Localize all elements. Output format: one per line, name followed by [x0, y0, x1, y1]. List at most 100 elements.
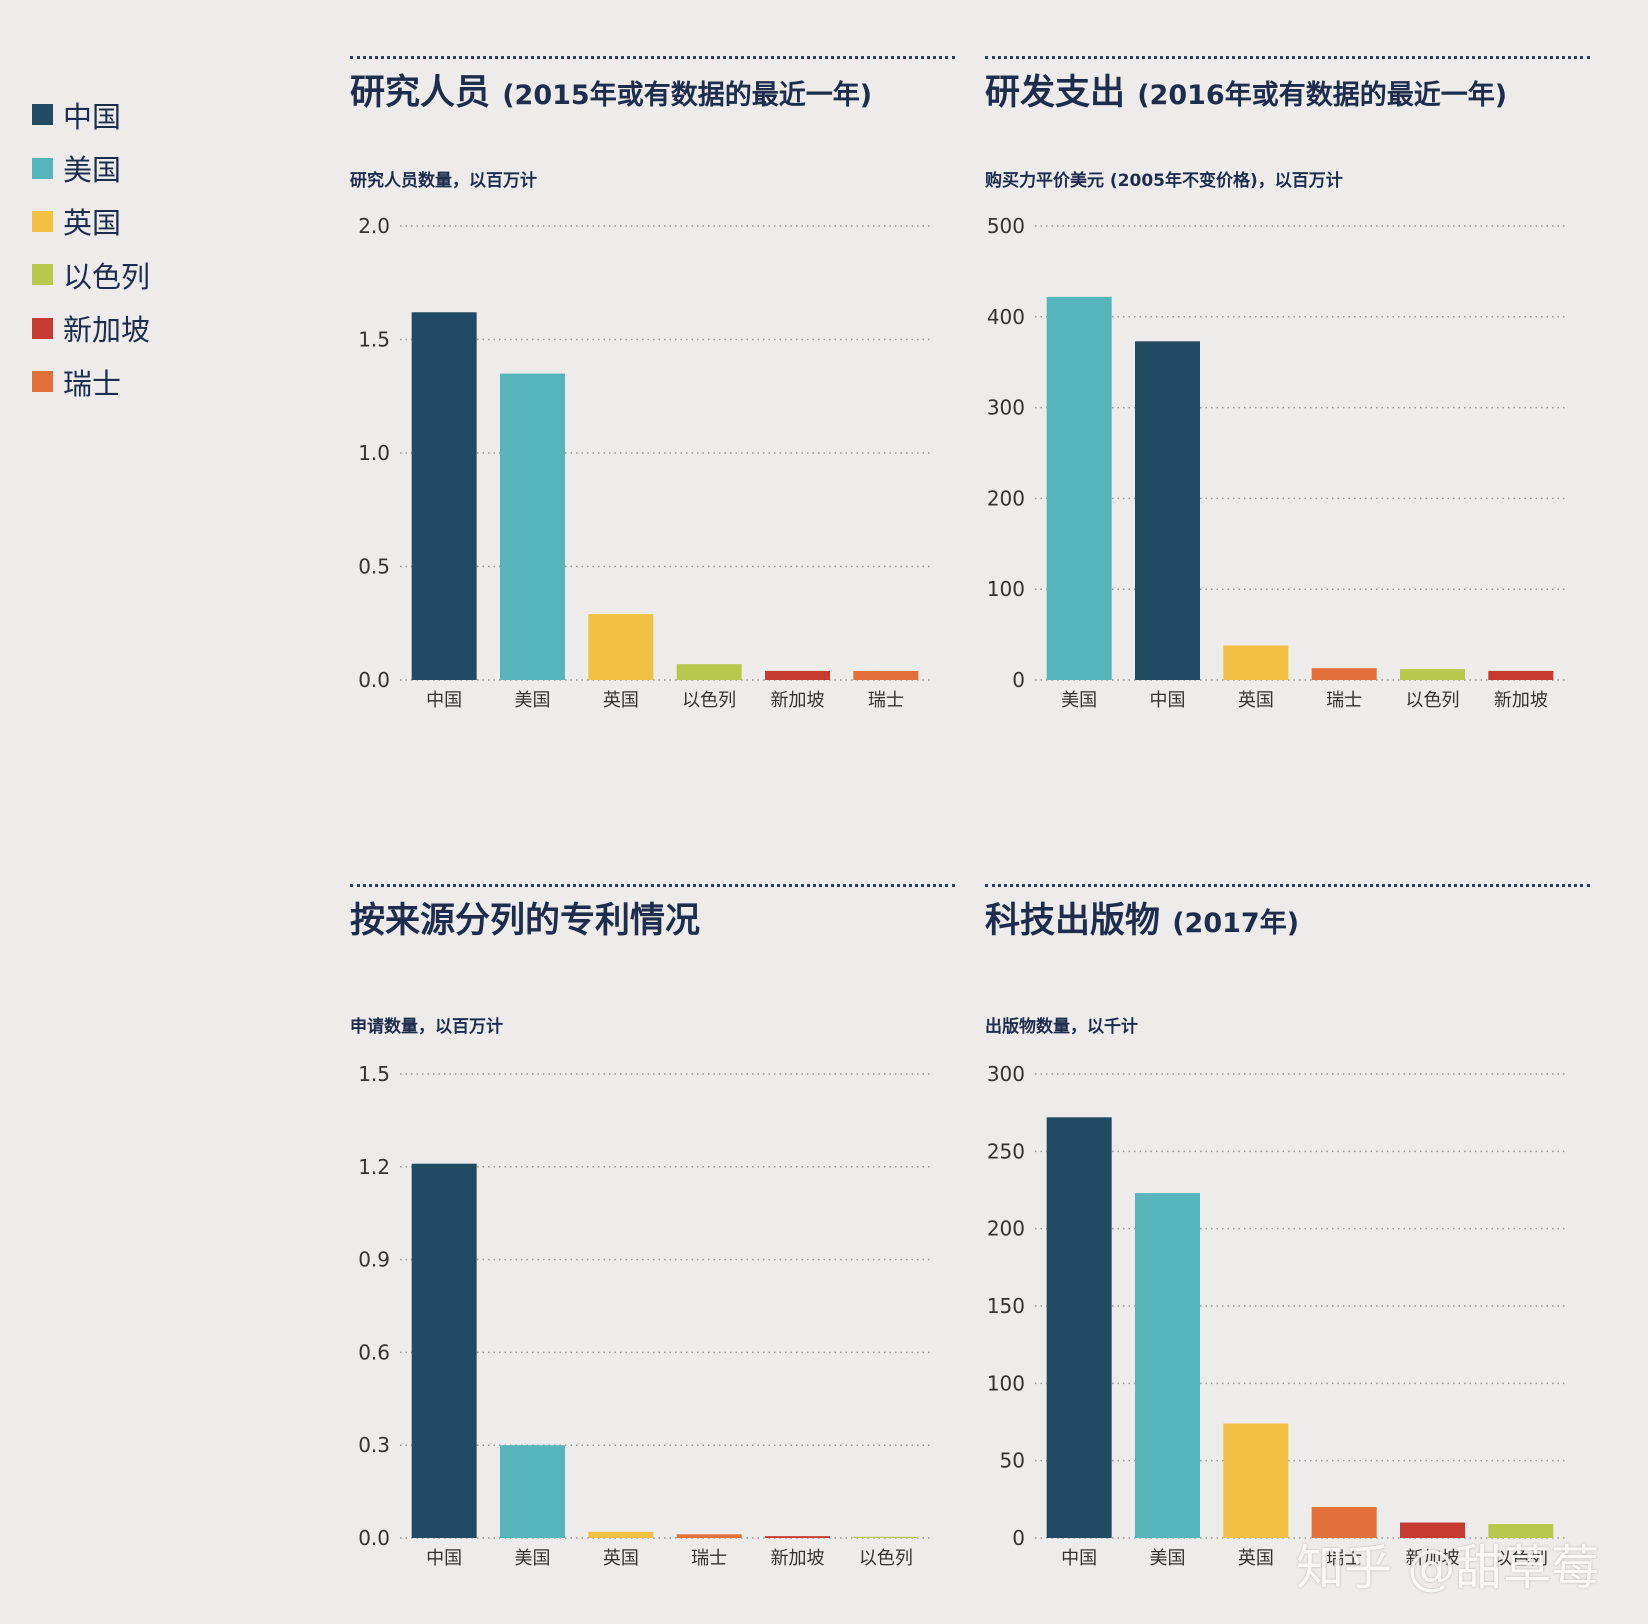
x-tick-label: 以色列 — [1406, 690, 1460, 711]
x-tick-label: 英国 — [1238, 1548, 1274, 1569]
bar-chart-patents: 0.0 0.3 0.6 0.9 1.2 1.5 中国 美国 英国 瑞士 新加坡 以色列 — [358, 1062, 930, 1569]
x-tick-label: 以色列 — [682, 690, 736, 711]
x-tick-label: 以色列 — [859, 1548, 913, 1569]
x-tick-label: 新加坡 — [771, 1548, 825, 1569]
y-tick-label: 100 — [987, 1371, 1025, 1395]
y-axis-label: 申请数量，以百万计 — [350, 1017, 503, 1037]
y-tick-label: 0.9 — [358, 1248, 390, 1272]
x-tick-label: 英国 — [603, 690, 639, 711]
bar — [1135, 341, 1200, 680]
y-tick-label: 0 — [1012, 668, 1025, 692]
bar-chart-rd-expenditure: 0 100 200 300 400 500 美国 中国 英国 瑞士 以色列 新加坡 — [987, 214, 1565, 711]
legend-swatch — [32, 157, 53, 179]
legend-swatch — [32, 264, 53, 286]
y-tick-label: 2.0 — [358, 214, 390, 238]
chart-title-paren: (2015年或有数据的最近一年) — [502, 80, 873, 111]
legend-label: 新加坡 — [63, 313, 151, 348]
bar — [500, 1445, 565, 1538]
y-axis-label: 购买力平价美元 (2005年不变价格)，以百万计 — [985, 171, 1343, 191]
y-tick-label: 200 — [987, 1217, 1025, 1241]
chart-title-main: 研究人员 — [350, 73, 491, 113]
x-tick-label: 美国 — [1061, 690, 1097, 711]
x-tick-label: 瑞士 — [1326, 1548, 1362, 1569]
y-tick-label: 150 — [987, 1294, 1025, 1318]
y-tick-label: 0.6 — [358, 1340, 390, 1364]
y-tick-label: 1.2 — [358, 1155, 390, 1179]
panel-researchers: 研究人员 (2015年或有数据的最近一年) 研究人员数量，以百万计 0.0 0.5… — [350, 56, 955, 726]
x-tick-label: 美国 — [1150, 1548, 1186, 1569]
legend-swatch — [32, 104, 53, 126]
legend-swatch — [32, 210, 53, 232]
bar — [411, 312, 477, 680]
x-tick-label: 中国 — [1061, 1548, 1097, 1569]
chart-title-main: 科技出版物 — [985, 901, 1161, 941]
chart-title: 研发支出 (2016年或有数据的最近一年) — [985, 69, 1590, 120]
legend-item-israel: 以色列 — [32, 248, 150, 301]
x-tick-label: 美国 — [515, 1548, 551, 1569]
y-tick-label: 250 — [987, 1139, 1025, 1163]
legend-swatch — [32, 371, 53, 393]
bar — [1311, 668, 1377, 680]
bar — [1488, 670, 1554, 680]
bar — [1311, 1507, 1377, 1538]
legend-item-singapore: 新加坡 — [32, 302, 150, 355]
bar — [853, 1536, 919, 1538]
x-tick-label: 瑞士 — [691, 1548, 727, 1569]
panel-publications: 科技出版物 (2017年) 出版物数量，以千计 0 50 100 150 200 250 3… — [985, 884, 1590, 1584]
x-tick-label: 中国 — [426, 690, 462, 711]
y-tick-label: 500 — [987, 214, 1025, 238]
panel-rd-expenditure: 研发支出 (2016年或有数据的最近一年) 购买力平价美元 (2005年不变价格… — [985, 56, 1590, 726]
chart-title-paren: (2017年) — [1172, 908, 1300, 939]
bar — [1046, 1117, 1112, 1538]
bar — [1488, 1524, 1554, 1538]
y-tick-label: 1.5 — [358, 328, 390, 352]
legend-label: 瑞士 — [63, 366, 122, 401]
y-tick-label: 0.5 — [358, 555, 390, 579]
x-tick-label: 中国 — [1150, 690, 1186, 711]
bar-chart-researchers: 0.0 0.5 1.0 1.5 2.0 中国 美国 英国 以色列 新加坡 瑞士 — [358, 214, 930, 711]
legend-label: 以色列 — [63, 259, 151, 294]
legend-item-china: 中国 — [32, 88, 150, 141]
y-tick-label: 1.0 — [358, 441, 390, 465]
bar — [1046, 296, 1112, 680]
x-tick-label: 新加坡 — [1494, 690, 1548, 711]
bar — [588, 1531, 654, 1538]
bar — [1400, 1522, 1465, 1538]
bar — [411, 1163, 477, 1538]
legend-label: 中国 — [63, 99, 122, 134]
y-tick-label: 0.0 — [358, 1526, 390, 1550]
x-tick-label: 瑞士 — [1326, 690, 1362, 711]
bar — [765, 670, 830, 680]
bar — [1223, 1423, 1289, 1538]
y-axis-label: 出版物数量，以千计 — [985, 1017, 1138, 1037]
chart-title: 科技出版物 (2017年) — [985, 897, 1590, 948]
watermark: 知乎 @甜草莓 — [1296, 1540, 1600, 1596]
panel-divider — [985, 56, 1590, 59]
chart-title-main: 按来源分列的专利情况 — [350, 901, 701, 941]
y-tick-label: 50 — [1000, 1449, 1025, 1473]
panel-divider — [985, 884, 1590, 887]
panel-patents: 按来源分列的专利情况 申请数量，以百万计 0.0 0.3 0.6 0.9 1.2 1.5 中… — [350, 884, 955, 1584]
x-tick-label: 英国 — [603, 1548, 639, 1569]
bar — [676, 1534, 742, 1538]
chart-title-paren: (2016年或有数据的最近一年) — [1137, 80, 1508, 111]
bar — [588, 614, 654, 680]
x-tick-label: 美国 — [515, 690, 551, 711]
legend-item-switzerland: 瑞士 — [32, 355, 150, 408]
y-axis-label: 研究人员数量，以百万计 — [350, 171, 537, 191]
x-tick-label: 英国 — [1238, 690, 1274, 711]
chart-title: 按来源分列的专利情况 — [350, 897, 955, 948]
bar — [765, 1536, 830, 1538]
legend-swatch — [32, 317, 53, 339]
y-tick-label: 300 — [987, 396, 1025, 420]
x-tick-label: 新加坡 — [1406, 1548, 1460, 1569]
y-tick-label: 0.0 — [358, 668, 390, 692]
legend-item-usa: 美国 — [32, 141, 150, 194]
legend-label: 英国 — [63, 206, 122, 241]
y-tick-label: 0.3 — [358, 1433, 390, 1457]
x-tick-label: 以色列 — [1494, 1548, 1548, 1569]
bar — [676, 664, 742, 680]
y-tick-label: 100 — [987, 577, 1025, 601]
bar — [1223, 645, 1289, 680]
legend: 中国 美国 英国 以色列 新加坡 瑞士 — [32, 88, 150, 408]
